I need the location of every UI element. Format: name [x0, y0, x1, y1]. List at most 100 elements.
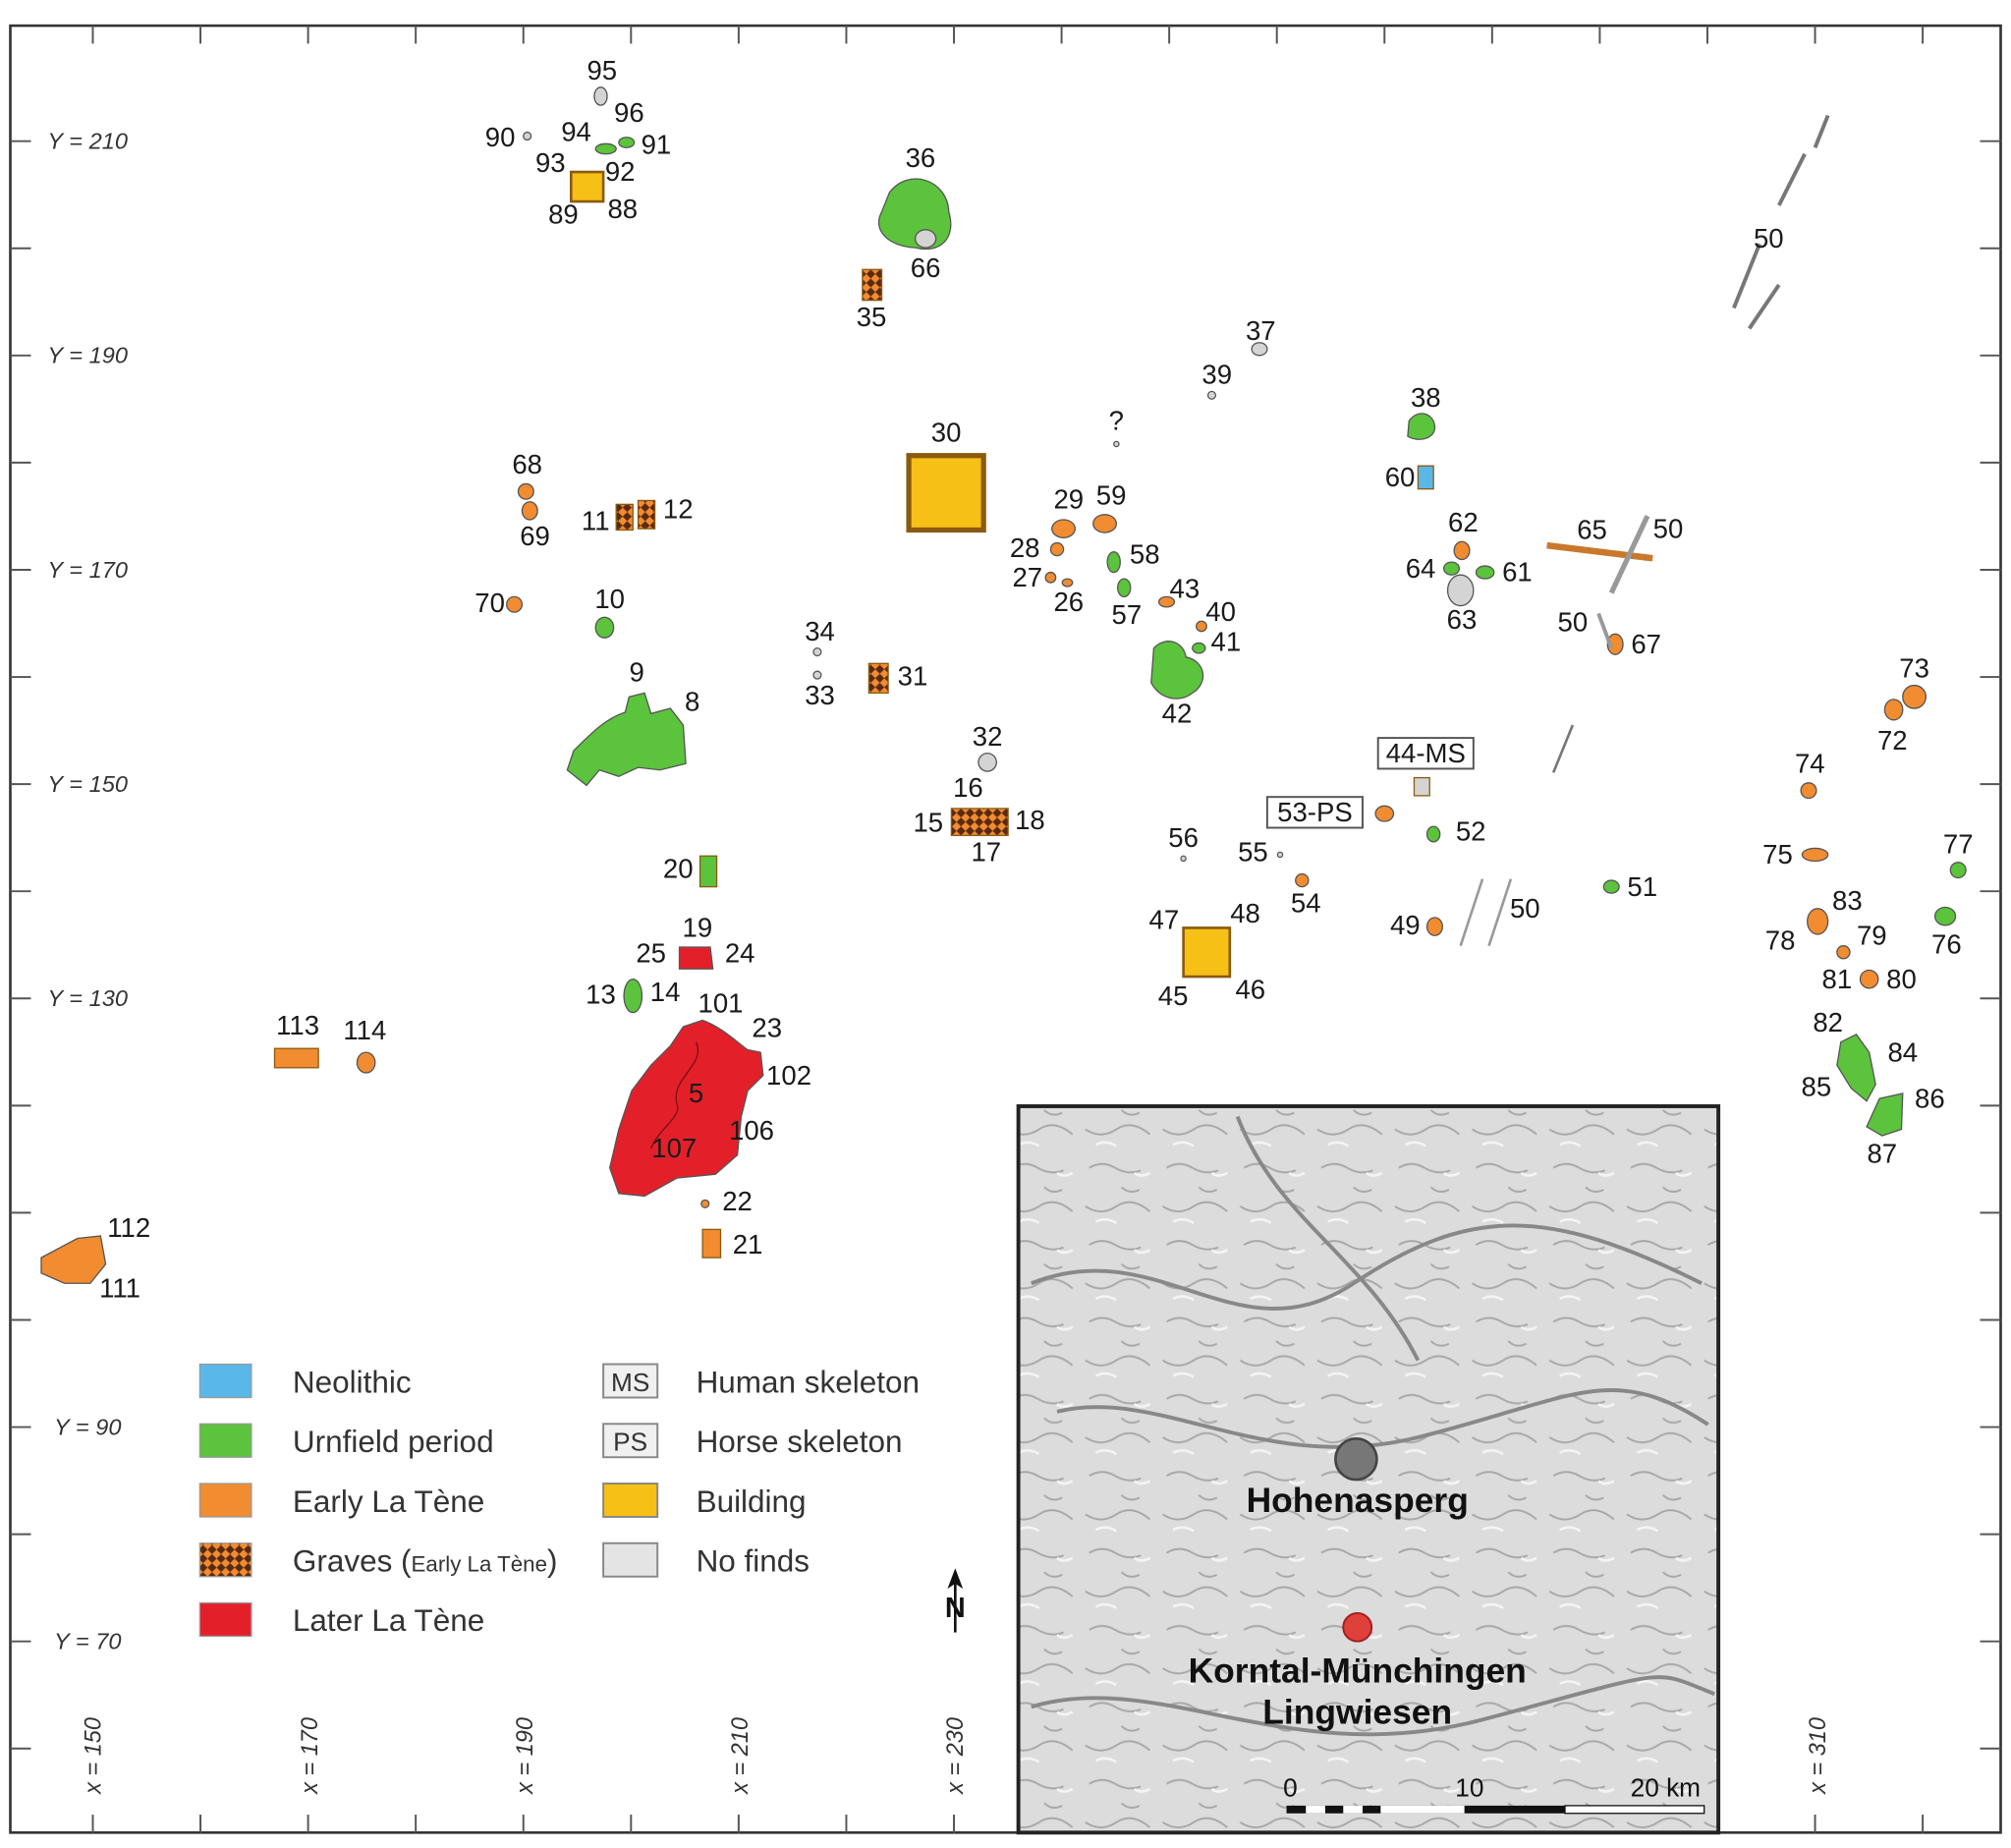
- place-label: Lingwiesen: [1262, 1693, 1452, 1731]
- linear-feature: [1608, 515, 1650, 594]
- site-area: [1859, 969, 1879, 989]
- site-area: [1836, 945, 1851, 960]
- legend-label: Building: [697, 1484, 807, 1519]
- site-label: 44-MS: [1386, 738, 1466, 768]
- site-label: 49: [1390, 910, 1421, 940]
- site-label: 9: [630, 657, 644, 688]
- site-area: [1417, 465, 1434, 490]
- legend-swatch: [198, 1363, 252, 1399]
- site-area: [1836, 1034, 1876, 1102]
- site-area: [1092, 514, 1118, 533]
- linear-feature: [1546, 541, 1653, 562]
- site-label: 36: [906, 142, 936, 173]
- site-area: [812, 670, 822, 680]
- site-label: 25: [636, 938, 666, 969]
- scale-bar: [1564, 1805, 1705, 1815]
- linear-feature: [1459, 878, 1484, 947]
- site-label: 15: [913, 808, 943, 838]
- y-coordinate-label: Y = 130: [47, 985, 128, 1011]
- linear-feature: [1813, 114, 1830, 148]
- place-label: Korntal-Münchingen: [1189, 1652, 1527, 1691]
- site-label: 30: [931, 417, 962, 447]
- site-area: [698, 855, 718, 888]
- site-area: [1453, 540, 1471, 561]
- site-label: 88: [607, 194, 638, 224]
- legend-label-part: Graves (: [293, 1544, 412, 1579]
- site-label: 93: [535, 147, 566, 178]
- label-box: [1265, 796, 1364, 829]
- site-area: [1442, 561, 1461, 576]
- scale-bar: [1306, 1805, 1325, 1814]
- linear-feature: [1777, 152, 1807, 206]
- site-label: 106: [729, 1115, 774, 1146]
- site-label: ?: [1109, 406, 1124, 436]
- terrain-valleys: [1031, 1115, 1715, 1737]
- site-label: 32: [973, 721, 1003, 752]
- contour: [650, 1041, 699, 1149]
- site-label: 19: [683, 913, 713, 943]
- site-label: 43: [1170, 574, 1201, 604]
- site-label: 82: [1813, 1007, 1843, 1037]
- site-label: 86: [1915, 1083, 1945, 1113]
- site-label: 55: [1238, 837, 1268, 868]
- site-label: 50: [1653, 513, 1684, 543]
- site-area: [618, 137, 636, 148]
- site-label: 34: [805, 616, 835, 646]
- site-label: 11: [582, 506, 610, 536]
- site-area: [1949, 862, 1967, 879]
- site-label: 112: [107, 1212, 150, 1243]
- features: [40, 86, 1967, 1284]
- site-label: 61: [1502, 557, 1533, 588]
- site-area: [1180, 855, 1187, 863]
- x-coordinate-label: x = 150: [80, 1717, 105, 1795]
- site-label: 91: [642, 130, 672, 160]
- site-label: 57: [1112, 599, 1143, 630]
- site-area: [1196, 620, 1207, 633]
- site-area: [1602, 879, 1620, 894]
- site-area: [1374, 805, 1395, 822]
- site-label: 101: [698, 988, 744, 1019]
- site-label: 5: [689, 1078, 703, 1108]
- site-area: [1425, 825, 1441, 843]
- site-label: 51: [1627, 871, 1657, 902]
- legend-swatch: [198, 1423, 252, 1458]
- site-area: [812, 647, 822, 657]
- label-box: [1376, 737, 1475, 770]
- north-label: N: [945, 1593, 966, 1624]
- linear-feature: [1732, 243, 1761, 309]
- site-label: 41: [1211, 626, 1242, 656]
- scale-bar: [1343, 1805, 1363, 1814]
- site-area: [1295, 872, 1310, 888]
- site-area: [637, 499, 656, 530]
- site-label: 37: [1246, 315, 1276, 346]
- site-area: [1061, 578, 1074, 588]
- site-label: 102: [766, 1060, 811, 1091]
- site-area: [1475, 565, 1495, 580]
- site-area: [594, 616, 615, 639]
- site-label: 59: [1096, 479, 1127, 510]
- inset-map: Hohenasperg Korntal-Münchingen Lingwiese…: [1016, 1104, 1721, 1835]
- x-coordinate-label: x = 190: [512, 1717, 537, 1795]
- site-area: [1446, 574, 1475, 607]
- linear-feature: [1596, 612, 1614, 649]
- site-label: 74: [1795, 748, 1825, 778]
- y-coordinate-label: Y = 210: [47, 129, 128, 154]
- site-area: [593, 86, 608, 106]
- site-label: 80: [1886, 964, 1917, 994]
- site-label: 83: [1832, 885, 1863, 916]
- site-area: [678, 946, 714, 970]
- legend-swatch: [602, 1483, 659, 1518]
- site-label: 23: [752, 1013, 782, 1043]
- x-coordinate-label: x = 170: [297, 1717, 322, 1795]
- legend-label: Urnfield period: [293, 1425, 494, 1459]
- site-area: [615, 503, 634, 532]
- site-area: [1106, 551, 1121, 574]
- frame-ticks: Y = 210 Y = 190 Y = 170 Y = 150 Y = 130 Y = 9…: [10, 26, 2001, 1833]
- site-label: 14: [650, 977, 681, 1007]
- site-label: 17: [971, 837, 1001, 868]
- site-area: [1049, 541, 1065, 557]
- x-coordinate-label: x = 230: [942, 1717, 968, 1795]
- site-label: 85: [1802, 1072, 1832, 1102]
- site-label: 81: [1822, 964, 1853, 994]
- site-area: [1150, 641, 1204, 700]
